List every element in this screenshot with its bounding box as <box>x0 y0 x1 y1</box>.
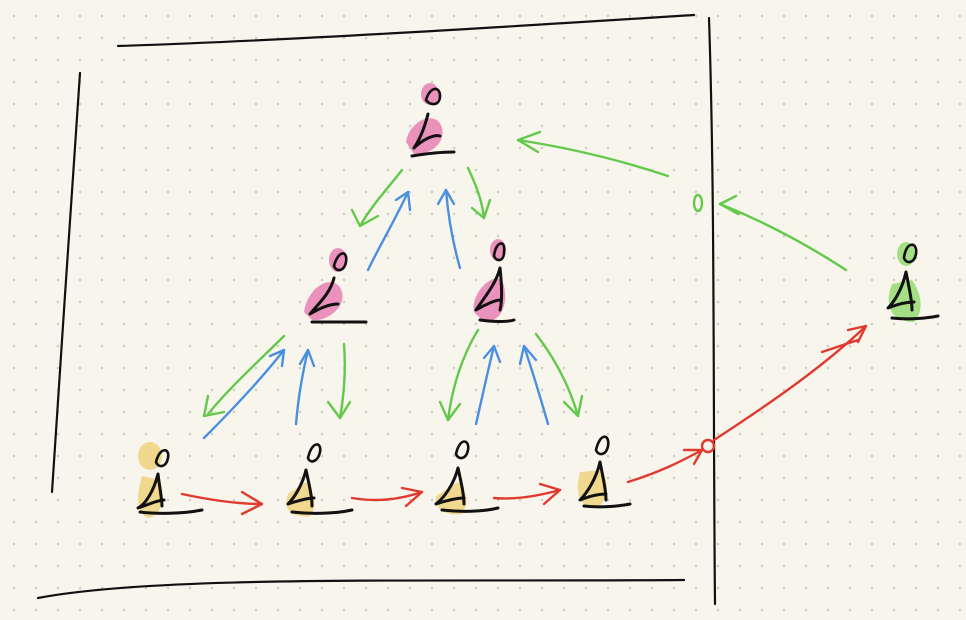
edge-leaf-3-to-leaf-4 <box>492 482 562 506</box>
edge-left-child-to-root <box>366 190 412 272</box>
edge-leaf-4-to-right-child <box>518 344 550 426</box>
edge-outside-to-root <box>516 130 848 272</box>
edge-leaf-2-to-leaf-3 <box>350 486 424 508</box>
edges <box>180 130 868 516</box>
frame-left-edge <box>50 71 82 494</box>
node-leaf-3 <box>434 440 500 515</box>
node-leaf-1 <box>136 442 204 518</box>
edge-root-to-left-child <box>350 168 404 228</box>
edge-left-child-to-leaf-1 <box>202 334 286 418</box>
nodes <box>136 83 940 518</box>
frame-top-edge <box>116 13 696 48</box>
node-left-child <box>304 248 368 324</box>
edge-root-to-right-child <box>466 166 492 220</box>
edge-right-child-to-root <box>436 188 462 270</box>
edge-leaf-1-to-left-child <box>202 348 286 440</box>
inbound-port <box>692 193 704 213</box>
edge-leaf-4-to-outside <box>626 324 868 484</box>
node-outside <box>886 242 940 322</box>
edge-leaf-2-to-left-child <box>294 348 316 426</box>
frame-right-edge <box>707 16 717 606</box>
edge-right-child-to-leaf-3 <box>438 328 480 422</box>
outbound-port <box>700 438 716 454</box>
edge-leaf-3-to-right-child <box>474 344 502 426</box>
node-right-child <box>473 239 516 323</box>
node-leaf-2 <box>286 443 354 517</box>
edge-left-child-to-leaf-2 <box>326 342 352 420</box>
node-leaf-4 <box>577 435 632 509</box>
ports <box>692 193 716 454</box>
node-root <box>406 83 456 158</box>
edge-right-child-to-leaf-4 <box>534 332 584 418</box>
edge-leaf-1-to-leaf-2 <box>180 490 264 516</box>
boundary-frame <box>36 13 717 606</box>
frame-bottom-edge <box>36 578 686 600</box>
